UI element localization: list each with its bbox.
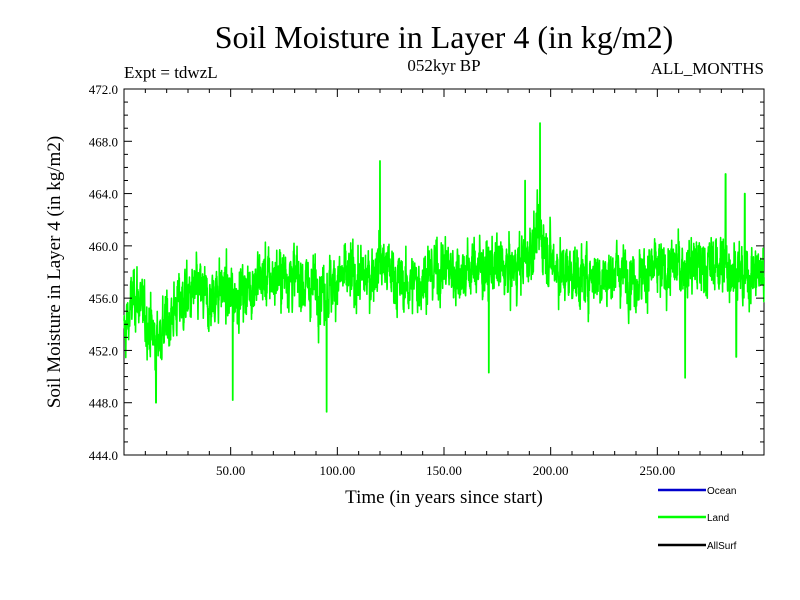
legend: Ocean Land AllSurf [658, 486, 737, 552]
subtitle-center: 052kyr BP [407, 56, 480, 75]
legend-label-allsurf: AllSurf [707, 541, 737, 552]
x-axis-label: Time (in years since start) [345, 487, 543, 508]
y-tick-label: 444.0 [89, 448, 118, 463]
series-land-line [123, 122, 765, 413]
series-land-path [123, 122, 765, 413]
x-tick-label: 250.00 [639, 463, 675, 478]
y-axis: 444.0 448.0 452.0 456.0 460.0 464.0 468.0 472.0 [89, 82, 764, 463]
x-tick-label: 50.00 [216, 463, 245, 478]
y-tick-label: 456.0 [89, 291, 118, 306]
plot-area: 50.00 100.00 150.00 200.00 250.00 444.0 448.0… [89, 82, 765, 478]
y-tick-label: 452.0 [89, 343, 118, 358]
y-tick-label: 472.0 [89, 82, 118, 97]
y-tick-label: 468.0 [89, 134, 118, 149]
subtitle-right: ALL_MONTHS [651, 59, 764, 78]
y-tick-label: 448.0 [89, 396, 118, 411]
y-tick-label: 464.0 [89, 187, 118, 202]
y-axis-label: Soil Moisture in Layer 4 (in kg/m2) [44, 136, 65, 408]
x-tick-label: 200.00 [533, 463, 569, 478]
legend-label-ocean: Ocean [707, 486, 736, 497]
x-tick-label: 150.00 [426, 463, 462, 478]
x-axis: 50.00 100.00 150.00 200.00 250.00 [144, 89, 744, 478]
legend-label-land: Land [707, 513, 729, 524]
subtitle-left: Expt = tdwzL [124, 63, 218, 82]
chart-title: Soil Moisture in Layer 4 (in kg/m2) [215, 19, 674, 55]
y-tick-label: 460.0 [89, 239, 118, 254]
x-tick-label: 100.00 [319, 463, 355, 478]
